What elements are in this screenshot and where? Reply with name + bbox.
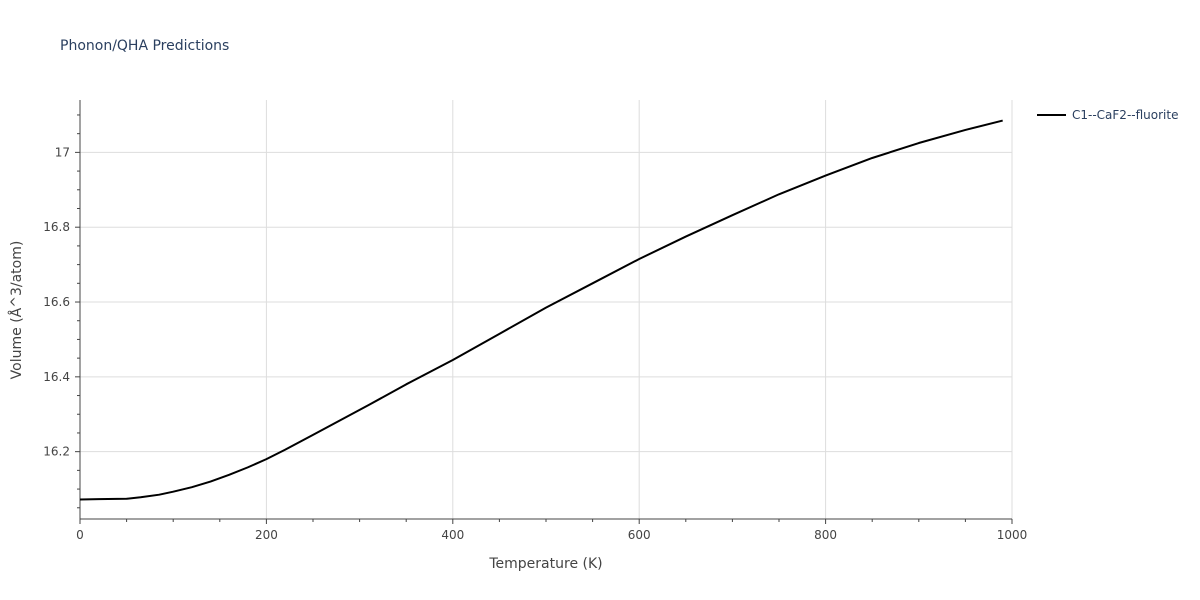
- x-tick-label: 200: [255, 528, 278, 542]
- y-tick-label: 16.8: [43, 220, 70, 234]
- y-tick-label: 16.6: [43, 295, 70, 309]
- chart-title: Phonon/QHA Predictions: [60, 38, 229, 54]
- axes: [75, 100, 1013, 524]
- grid: [80, 100, 1013, 519]
- x-tick-label: 400: [441, 528, 464, 542]
- series-line: [79, 119, 1003, 501]
- x-axis-label: Temperature (K): [488, 556, 602, 572]
- x-tick-label: 0: [76, 528, 84, 542]
- legend-label: C1--CaF2--fluorite: [1072, 108, 1178, 122]
- y-tick-label: 16.4: [43, 370, 70, 384]
- x-tick-label: 1000: [997, 528, 1028, 542]
- x-tick-label: 600: [628, 528, 651, 542]
- y-axis-label: Volume (Å^3/atom): [8, 241, 25, 380]
- legend[interactable]: C1--CaF2--fluorite: [1037, 108, 1178, 122]
- y-tick-label: 16.2: [43, 445, 70, 459]
- tick-labels: 0 200 400 600 800 1000 16.2 16.4 16.6 16.8 17: [43, 145, 1027, 542]
- x-tick-label: 800: [814, 528, 837, 542]
- series-layer: [79, 119, 1003, 501]
- y-tick-label: 17: [55, 145, 70, 159]
